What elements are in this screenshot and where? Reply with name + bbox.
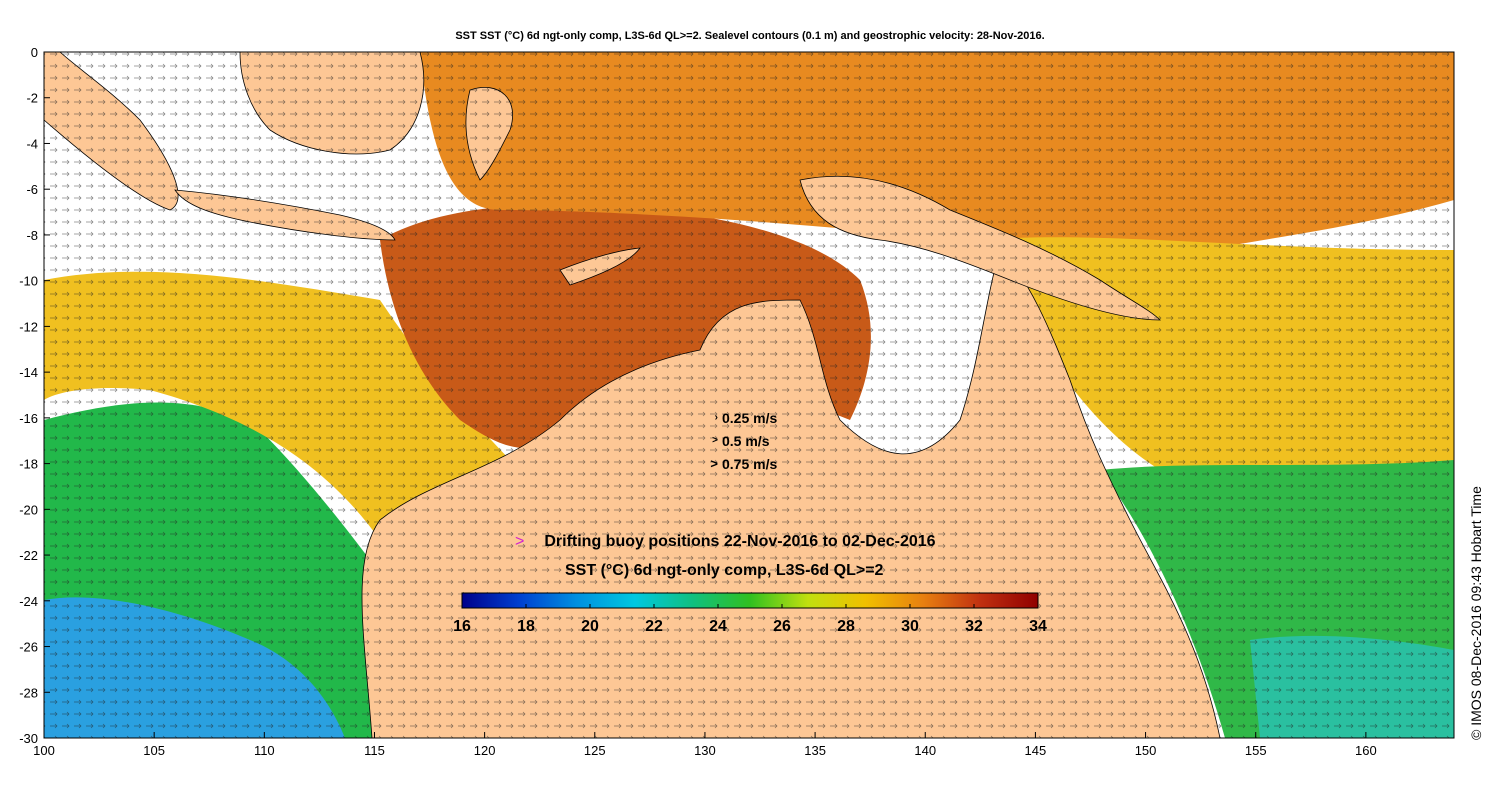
x-tick-label: 150 xyxy=(1135,743,1157,758)
plot-frame xyxy=(43,51,1455,739)
colorbar-ticks: 16 18 20 22 24 26 28 30 32 34 xyxy=(453,604,1047,635)
velocity-label: 0.25 m/s xyxy=(722,409,778,426)
map-title: SST SST (°C) 6d ngt-only comp, L3S-6d QL… xyxy=(455,30,1045,42)
velocity-legend-row: >0.5 m/s xyxy=(700,429,777,452)
y-axis: 0 -2 -4 -6 -8 -10 -12 -14 -16 -18 -20 -22 -24 -26 -28 -… xyxy=(19,45,50,746)
colorbar-tick-label: 16 xyxy=(453,618,471,635)
velocity-arrows xyxy=(44,52,1454,738)
x-tick-label: 130 xyxy=(694,743,716,758)
y-tick-label: -26 xyxy=(19,640,38,655)
x-tick-label: 155 xyxy=(1245,743,1267,758)
y-tick-label: -30 xyxy=(19,731,38,746)
y-tick-label: -4 xyxy=(26,136,38,151)
y-tick-label: -20 xyxy=(19,502,38,517)
y-tick-label: -6 xyxy=(26,182,38,197)
y-tick-label: -24 xyxy=(19,594,38,609)
velocity-label: 0.5 m/s xyxy=(722,432,770,449)
x-tick-label: 125 xyxy=(584,743,606,758)
y-tick-label: -2 xyxy=(26,91,38,106)
buoy-legend-text: Drifting buoy positions 22-Nov-2016 to 0… xyxy=(544,533,936,550)
y-tick-label: -22 xyxy=(19,548,38,563)
x-tick-label: 160 xyxy=(1355,743,1377,758)
velocity-legend-row: › 0.25 m/s xyxy=(700,406,778,429)
y-tick-label: 0 xyxy=(31,45,38,60)
x-tick-label: 145 xyxy=(1025,743,1047,758)
buoy-legend: > Drifting buoy positions 22-Nov-2016 to … xyxy=(515,533,936,551)
colorbar xyxy=(461,592,1039,609)
velocity-label: 0.75 m/s xyxy=(722,455,778,472)
y-tick-label: -12 xyxy=(19,319,38,334)
y-tick-label: -8 xyxy=(26,228,38,243)
colorbar-tick-label: 32 xyxy=(965,618,983,635)
colorbar-tick-label: 26 xyxy=(773,618,791,635)
arrow-icon: › xyxy=(714,412,718,423)
colorbar-tick-label: 28 xyxy=(837,618,855,635)
y-tick-label: -16 xyxy=(19,411,38,426)
colorbar-tick-label: 22 xyxy=(645,618,663,635)
velocity-legend: › 0.25 m/s >0.5 m/s >0.75 m/s xyxy=(700,406,777,475)
arrow-icon: > xyxy=(710,456,718,471)
x-tick-label: 115 xyxy=(364,743,385,758)
y-tick-label: -18 xyxy=(19,457,38,472)
colorbar-tick-label: 34 xyxy=(1029,618,1047,635)
colorbar-title: SST (°C) 6d ngt-only comp, L3S-6d QL>=2 xyxy=(565,562,884,579)
y-tick-label: -28 xyxy=(19,685,38,700)
colorbar-tick-label: 24 xyxy=(709,618,727,635)
x-tick-label: 140 xyxy=(914,743,936,758)
x-tick-label: 120 xyxy=(474,743,496,758)
x-axis: 100 105 110 115 120 125 130 135 140 145 150 155 160 xyxy=(33,732,1377,758)
x-tick-label: 105 xyxy=(143,743,165,758)
x-tick-label: 135 xyxy=(804,743,826,758)
y-tick-label: -14 xyxy=(19,365,38,380)
velocity-legend-row: >0.75 m/s xyxy=(700,452,777,475)
colorbar-tick-label: 18 xyxy=(517,618,535,635)
colorbar-tick-label: 20 xyxy=(581,618,599,635)
x-tick-label: 100 xyxy=(33,743,55,758)
copyright-text: © IMOS 08-Dec-2016 09:43 Hobart Time xyxy=(1468,486,1484,740)
y-tick-label: -10 xyxy=(19,274,38,289)
arrow-icon: > xyxy=(712,435,718,446)
buoy-marker-icon: > xyxy=(515,533,525,550)
colorbar-tick-label: 30 xyxy=(901,618,919,635)
x-tick-label: 110 xyxy=(254,743,275,758)
